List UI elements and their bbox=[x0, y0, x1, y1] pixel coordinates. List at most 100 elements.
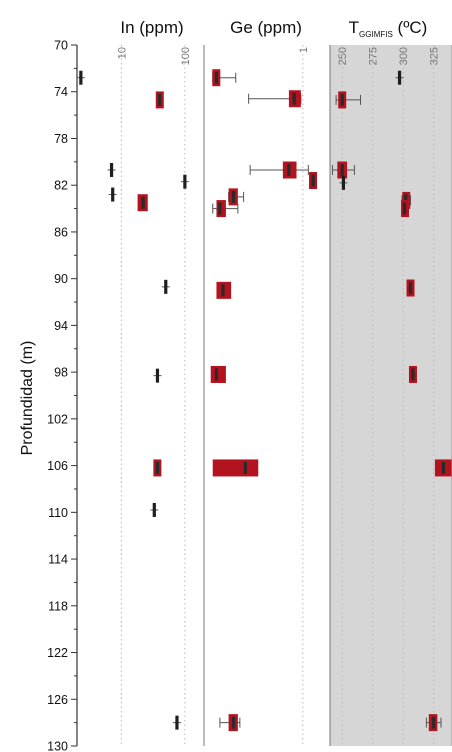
panel-title-t: TGGIMFIS (ºC) bbox=[349, 18, 428, 39]
panel-t-x-tick-label: 325 bbox=[429, 47, 441, 65]
data-marker bbox=[287, 164, 291, 177]
data-marker bbox=[432, 716, 436, 729]
y-axis: 70 74 78 82 86 90 94 98 102 106 110 114 118 122 126 130 bbox=[47, 39, 78, 752]
data-marker bbox=[183, 174, 187, 189]
panel-ge-data-point bbox=[210, 365, 226, 383]
panel-t-x-tick-label: 275 bbox=[368, 47, 380, 65]
panel-t-data-point bbox=[408, 365, 417, 383]
data-box bbox=[212, 459, 259, 477]
panel-t-data-point bbox=[434, 459, 452, 477]
y-tick-label: 78 bbox=[54, 132, 68, 146]
panel-in-data-point bbox=[150, 502, 159, 517]
y-tick-label: 98 bbox=[54, 366, 68, 380]
y-tick-label: 74 bbox=[54, 85, 68, 99]
data-marker bbox=[340, 93, 344, 106]
panel-in-x-tick-label: 100 bbox=[180, 47, 192, 65]
data-marker bbox=[341, 175, 346, 190]
panel-shading-layer bbox=[330, 45, 452, 746]
data-marker bbox=[79, 70, 83, 85]
y-tick-label: 90 bbox=[54, 272, 68, 286]
panel-in-data-point bbox=[153, 459, 162, 477]
panel-t-data-point bbox=[335, 91, 361, 109]
panel-t-data-point bbox=[395, 70, 404, 85]
y-tick-label: 94 bbox=[54, 319, 68, 333]
data-marker bbox=[155, 368, 160, 383]
y-axis-label: Profundidad (m) bbox=[19, 341, 36, 456]
panel-background-shaded bbox=[330, 45, 452, 746]
data-box bbox=[210, 365, 226, 383]
panel-in-data-point bbox=[180, 174, 189, 189]
panel-ge-data-point bbox=[228, 188, 245, 206]
data-marker bbox=[164, 279, 168, 294]
data-marker bbox=[292, 92, 296, 105]
panel-title-t-unit: (ºC) bbox=[393, 18, 428, 37]
panel-title-t-main: T bbox=[349, 18, 359, 37]
panel-in-data-point bbox=[155, 91, 164, 109]
data-marker bbox=[175, 715, 179, 730]
y-tick-label: 86 bbox=[54, 225, 68, 239]
panel-t-data-point bbox=[339, 175, 348, 190]
y-tick-label: 106 bbox=[47, 459, 68, 473]
data-marker bbox=[214, 368, 219, 381]
data-marker bbox=[152, 502, 156, 517]
data-marker bbox=[111, 187, 115, 202]
y-tick-label: 110 bbox=[48, 506, 68, 520]
data-marker bbox=[109, 163, 114, 178]
panel-t-data-point bbox=[331, 161, 355, 179]
y-tick-label: 70 bbox=[54, 39, 68, 53]
panel-titles: In (ppm) Ge (ppm) TGGIMFIS (ºC) bbox=[120, 18, 427, 39]
data-marker bbox=[311, 174, 315, 187]
panel-ge-data-point bbox=[248, 90, 302, 108]
panel-t-x-tick-label: 250 bbox=[337, 47, 349, 65]
y-tick-label: 82 bbox=[54, 179, 68, 193]
panel-ge-data-point bbox=[249, 161, 309, 179]
y-tick-label: 118 bbox=[48, 599, 68, 613]
panel-ge-x-tick-label: 1 bbox=[298, 47, 310, 53]
panel-t-data-point bbox=[401, 200, 410, 218]
data-marker bbox=[218, 202, 222, 215]
data-marks bbox=[76, 69, 452, 732]
panel-title-t-sub: GGIMFIS bbox=[359, 30, 393, 39]
x-top-ticks: 10 100 1 250 275 300 325 bbox=[116, 47, 440, 65]
data-marker bbox=[231, 190, 236, 203]
data-marker bbox=[214, 71, 219, 84]
panel-t-data-point bbox=[406, 279, 415, 297]
panel-in-data-point bbox=[108, 187, 117, 202]
y-tick-label: 130 bbox=[47, 740, 68, 752]
panel-frames bbox=[203, 45, 452, 746]
y-tick-label: 114 bbox=[48, 553, 68, 567]
panel-in-data-point bbox=[76, 70, 85, 85]
y-tick-label: 102 bbox=[47, 412, 68, 426]
data-marker bbox=[155, 461, 160, 474]
data-marker bbox=[243, 461, 247, 474]
panel-t-data-point bbox=[425, 714, 442, 732]
data-marker bbox=[441, 461, 446, 474]
data-marker bbox=[340, 164, 344, 177]
panel-in-x-tick-label: 10 bbox=[116, 47, 128, 59]
data-marker bbox=[221, 284, 225, 297]
panel-in-data-point bbox=[161, 279, 170, 294]
panel-title-ge: Ge (ppm) bbox=[230, 18, 302, 37]
panel-ge-data-point bbox=[216, 281, 232, 299]
data-marker bbox=[158, 93, 162, 106]
y-tick-label: 122 bbox=[47, 646, 68, 660]
y-tick-label: 126 bbox=[47, 693, 68, 707]
panel-ge-data-point bbox=[212, 459, 259, 477]
panel-ge-data-point bbox=[212, 200, 239, 218]
panel-ge-data-point bbox=[219, 714, 241, 732]
data-marker bbox=[408, 282, 413, 295]
panel-ge-data-point bbox=[309, 172, 318, 190]
data-marker bbox=[402, 202, 407, 215]
data-marker bbox=[397, 70, 402, 85]
data-marker bbox=[141, 196, 145, 209]
panel-in-data-point bbox=[172, 715, 181, 730]
panel-in-data-point bbox=[153, 368, 162, 383]
panel-in-data-point bbox=[137, 194, 148, 212]
data-marker bbox=[411, 368, 415, 381]
panel-ge-data-point bbox=[212, 69, 237, 87]
panel-title-in: In (ppm) bbox=[120, 18, 183, 37]
panel-t-x-tick-label: 300 bbox=[398, 47, 410, 65]
panel-in-data-point bbox=[107, 163, 116, 178]
data-marker bbox=[231, 716, 236, 729]
